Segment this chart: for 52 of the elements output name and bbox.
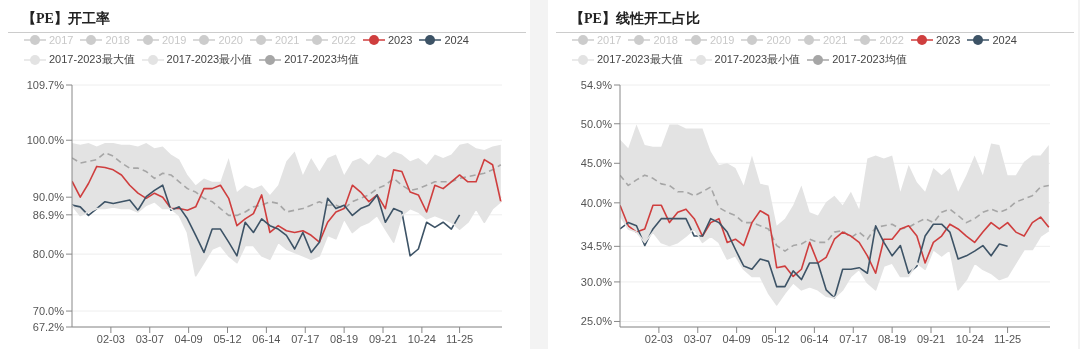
y-tick-label: 70.0% [32,304,65,317]
x-tick-label: 03-07 [683,332,712,345]
legend-label: 2017-2023均值 [284,52,359,67]
y-tick-label: 45.0% [580,157,613,170]
chart-title: 【PE】线性开工占比 [570,10,700,28]
y-tick-label: 50.0% [580,117,613,130]
x-tick-label: 11-25 [993,332,1022,345]
y-tick-label: 67.2% [32,320,65,333]
legend-label: 2017-2023均值 [832,52,907,67]
x-tick-label: 07-17 [839,332,868,345]
x-tick-label: 11-25 [445,332,474,345]
y-tick-label: 25.0% [580,315,613,328]
legend-label: 2017-2023最大值 [597,52,683,67]
x-tick-label: 06-14 [252,332,281,345]
y-tick-label: 54.9% [580,78,613,91]
y-tick-label: 80.0% [32,248,65,261]
legend-label: 2017-2023最小值 [166,52,253,67]
x-tick-label: 08-19 [330,332,359,345]
x-tick-label: 09-21 [916,332,946,345]
x-tick-label: 06-14 [800,332,829,345]
x-tick-label: 04-09 [174,332,203,345]
y-tick-label: 109.7% [26,78,65,91]
x-tick-label: 02-03 [644,332,673,345]
line-series [72,158,502,243]
x-tick-label: 10-24 [955,332,984,345]
x-tick-label: 07-17 [291,332,320,345]
x-tick-label: 03-07 [135,332,164,345]
x-tick-label: 09-21 [368,332,398,345]
legend-label: 2024 [992,34,1017,46]
y-tick-label: 34.5% [580,240,613,253]
legend-label: 2024 [444,34,469,46]
y-tick-label: 86.9% [32,208,65,221]
x-tick-label: 05-12 [761,332,790,345]
x-tick-label: 04-09 [722,332,751,345]
line-series [620,174,1050,252]
legend-label: 2017-2023最大值 [49,52,135,67]
y-tick-label: 40.0% [580,196,613,209]
y-tick-label: 90.0% [32,191,65,204]
x-tick-label: 10-24 [407,332,436,345]
legend-label: 2023 [387,34,413,46]
legend-label: 2023 [935,34,961,46]
x-tick-label: 08-19 [878,332,907,345]
line-series [72,151,502,217]
line-series [620,204,1050,278]
chart-title: 【PE】开工率 [22,10,110,28]
line-series [620,217,1009,299]
x-tick-label: 05-12 [213,332,242,345]
x-tick-label: 02-03 [96,332,125,345]
y-tick-label: 100.0% [26,134,65,147]
legend-label: 2017-2023最小值 [714,52,801,67]
y-tick-label: 30.0% [580,275,613,288]
line-series [72,184,461,257]
